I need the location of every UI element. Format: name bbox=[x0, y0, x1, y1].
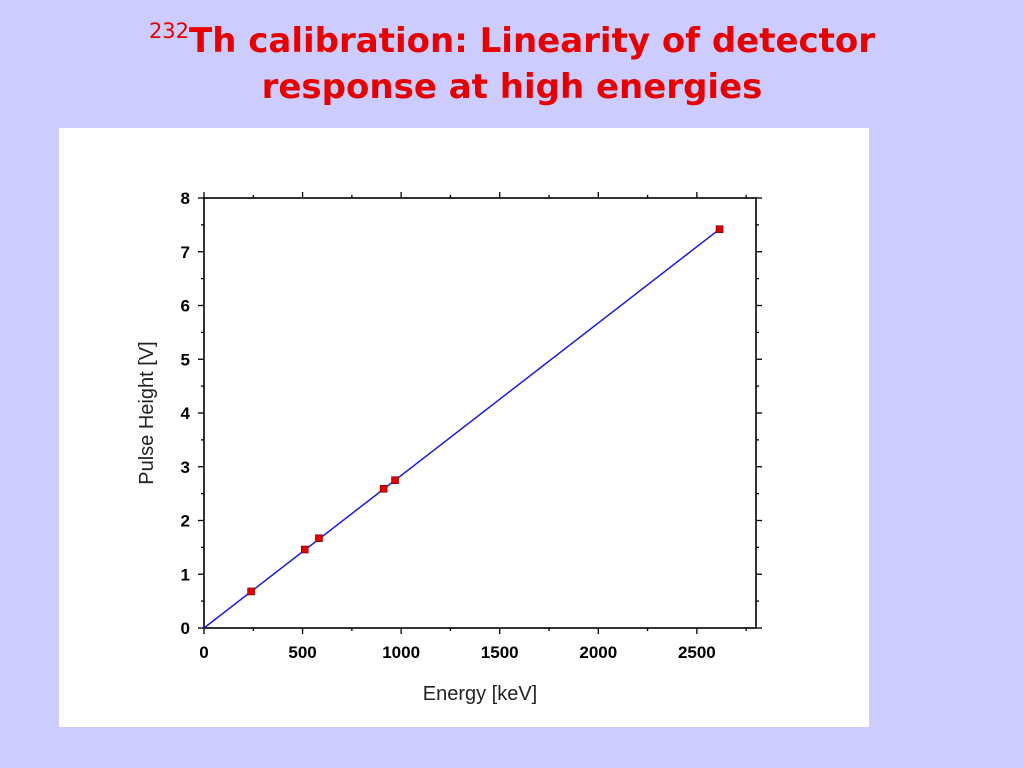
y-tick-label: 1 bbox=[181, 565, 190, 584]
y-axis-title: Pulse Height [V] bbox=[136, 341, 158, 484]
x-tick-label: 1500 bbox=[481, 643, 519, 662]
x-tick-label: 0 bbox=[199, 643, 208, 662]
title-superscript: 232 bbox=[148, 19, 190, 43]
y-tick-label: 8 bbox=[181, 189, 190, 208]
data-point bbox=[315, 534, 323, 543]
fit-line bbox=[203, 228, 720, 629]
y-tick-label: 5 bbox=[181, 350, 190, 369]
calibration-chart: 0 500 1000 1500 2000 2500 0 1 2 3 4 5 6 7 8 Energy [k… bbox=[136, 189, 762, 705]
x-tick-label: 500 bbox=[288, 643, 316, 662]
data-point bbox=[715, 225, 724, 233]
x-tick-label: 2000 bbox=[579, 643, 617, 662]
y-tick-label: 4 bbox=[181, 404, 191, 423]
y-tick-label: 0 bbox=[181, 619, 190, 638]
x-tick-label: 1000 bbox=[382, 643, 420, 662]
x-axis: 0 500 1000 1500 2000 2500 bbox=[199, 192, 747, 662]
data-point bbox=[300, 545, 309, 554]
title-text-1: Th calibration: Linearity of detector bbox=[189, 21, 876, 61]
y-tick-label: 7 bbox=[181, 243, 190, 262]
series-layer bbox=[203, 225, 724, 629]
y-tick-label: 6 bbox=[181, 297, 190, 316]
data-point bbox=[391, 476, 399, 484]
chart-panel: 0 500 1000 1500 2000 2500 0 1 2 3 4 5 6 7 8 Energy [k… bbox=[59, 128, 869, 727]
y-tick-label: 2 bbox=[181, 512, 190, 531]
slide-title: 232Th calibration: Linearity of detector… bbox=[0, 18, 1024, 110]
title-line-1: 232Th calibration: Linearity of detector bbox=[0, 18, 1024, 64]
data-point bbox=[247, 587, 255, 596]
x-axis-title: Energy [keV] bbox=[423, 683, 538, 705]
title-line-2: response at high energies bbox=[261, 67, 763, 107]
y-axis: 0 1 2 3 4 5 6 7 8 bbox=[181, 189, 762, 638]
x-tick-label: 2500 bbox=[678, 643, 716, 662]
data-point bbox=[379, 484, 388, 493]
y-tick-label: 3 bbox=[181, 458, 190, 477]
